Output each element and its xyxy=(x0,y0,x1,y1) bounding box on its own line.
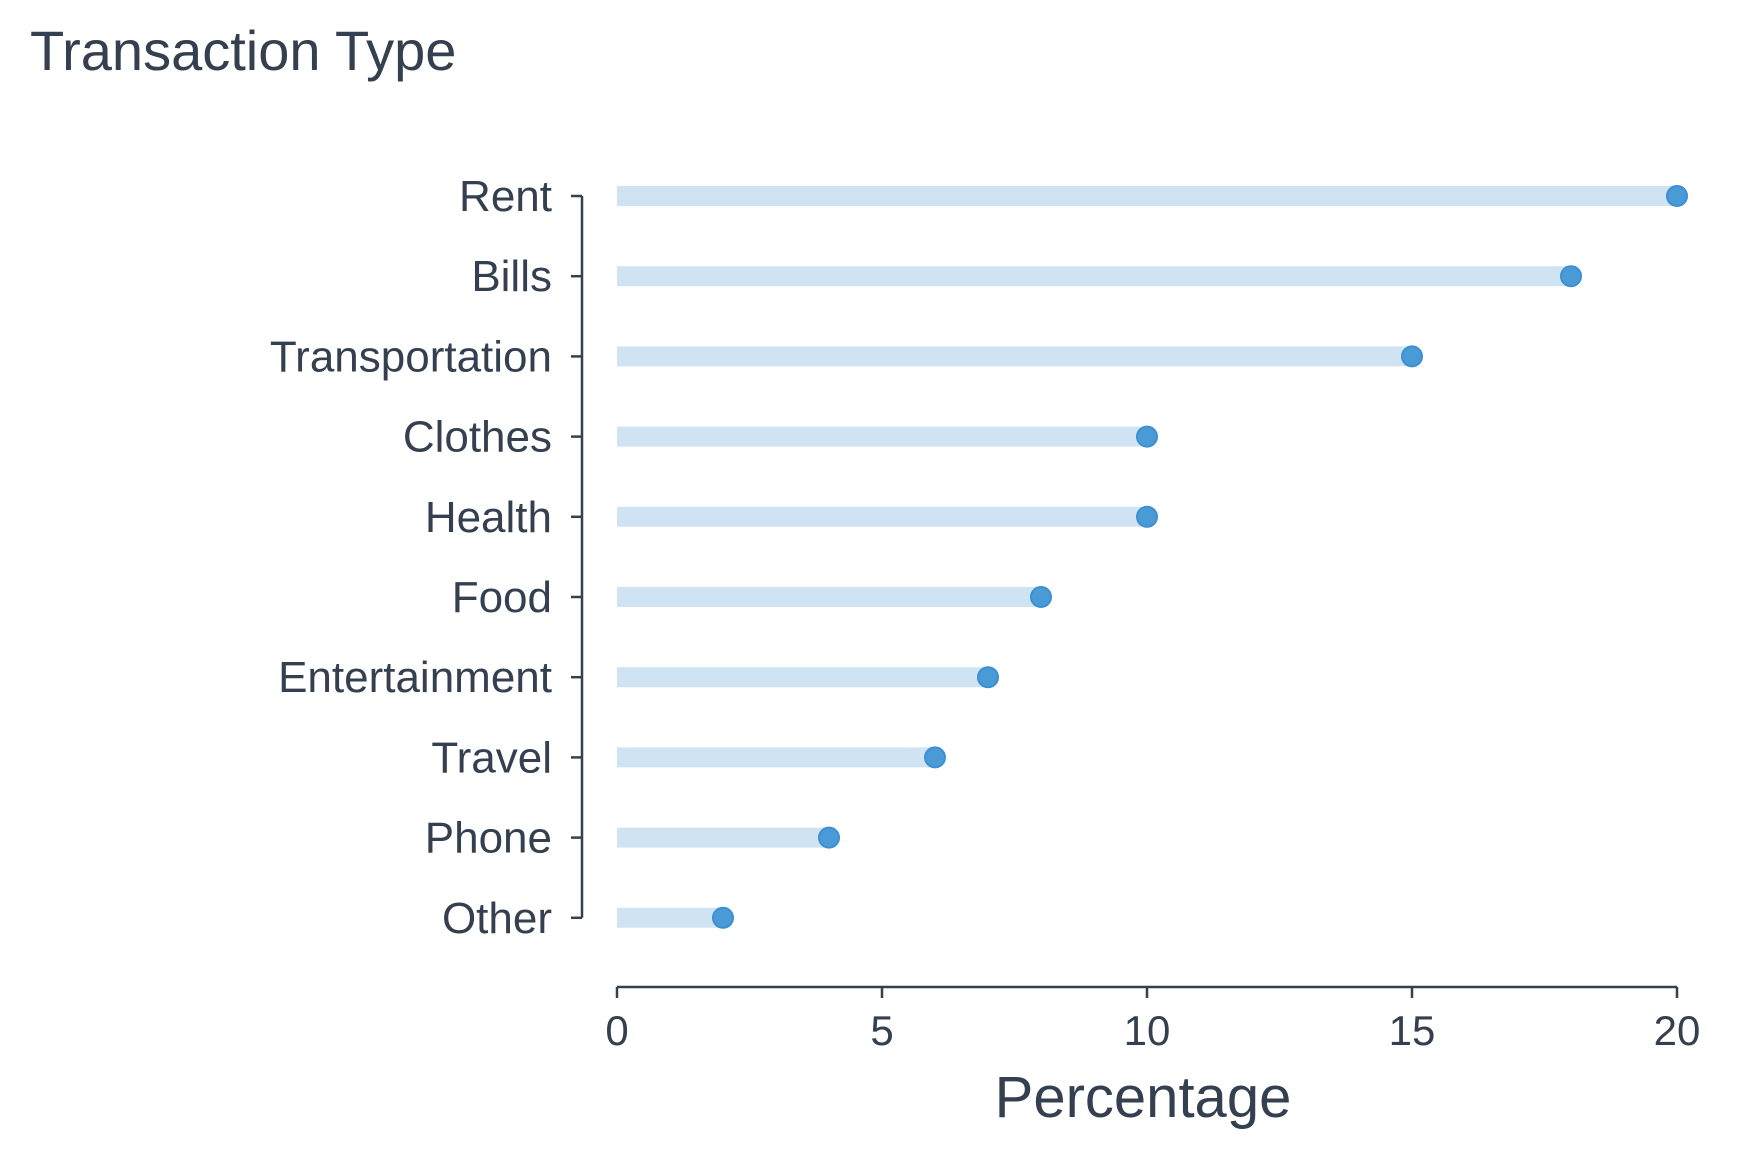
y-tick-label: Rent xyxy=(459,172,552,221)
y-tick-label: Transportation xyxy=(270,332,552,381)
lollipop-marker xyxy=(1136,505,1158,528)
x-tick-label: 20 xyxy=(1654,1007,1701,1054)
y-tick-label: Bills xyxy=(471,252,552,301)
y-tick-label: Clothes xyxy=(403,413,552,462)
x-tick-label: 10 xyxy=(1124,1007,1171,1054)
y-tick-label: Entertainment xyxy=(278,653,552,702)
lollipop-marker xyxy=(1136,425,1158,448)
x-tick-label: 5 xyxy=(870,1007,893,1054)
y-tick-label: Health xyxy=(425,493,552,542)
x-axis: 0 5 10 15 20 xyxy=(605,985,1701,1054)
lollipop-marker xyxy=(977,666,999,689)
chart-marks xyxy=(617,185,1688,929)
lollipop-marker xyxy=(924,746,946,769)
chart-title: Transaction Type xyxy=(30,19,457,82)
y-tick-label: Phone xyxy=(425,814,552,863)
y-tick-label: Other xyxy=(442,894,552,943)
y-tick-label: Food xyxy=(452,573,552,622)
lollipop-marker xyxy=(818,826,840,849)
x-tick-label: 0 xyxy=(605,1007,628,1054)
lollipop-marker xyxy=(1666,185,1688,207)
lollipop-marker xyxy=(1401,345,1423,368)
y-tick-label: Travel xyxy=(431,733,552,782)
y-axis: Rent Bills Transportation Clothes Health Food… xyxy=(270,172,584,943)
lollipop-marker xyxy=(1560,265,1582,288)
lollipop-marker xyxy=(712,906,734,929)
x-axis-title: Percentage xyxy=(995,1065,1292,1130)
lollipop-marker xyxy=(1030,586,1052,608)
x-tick-label: 15 xyxy=(1389,1007,1436,1054)
